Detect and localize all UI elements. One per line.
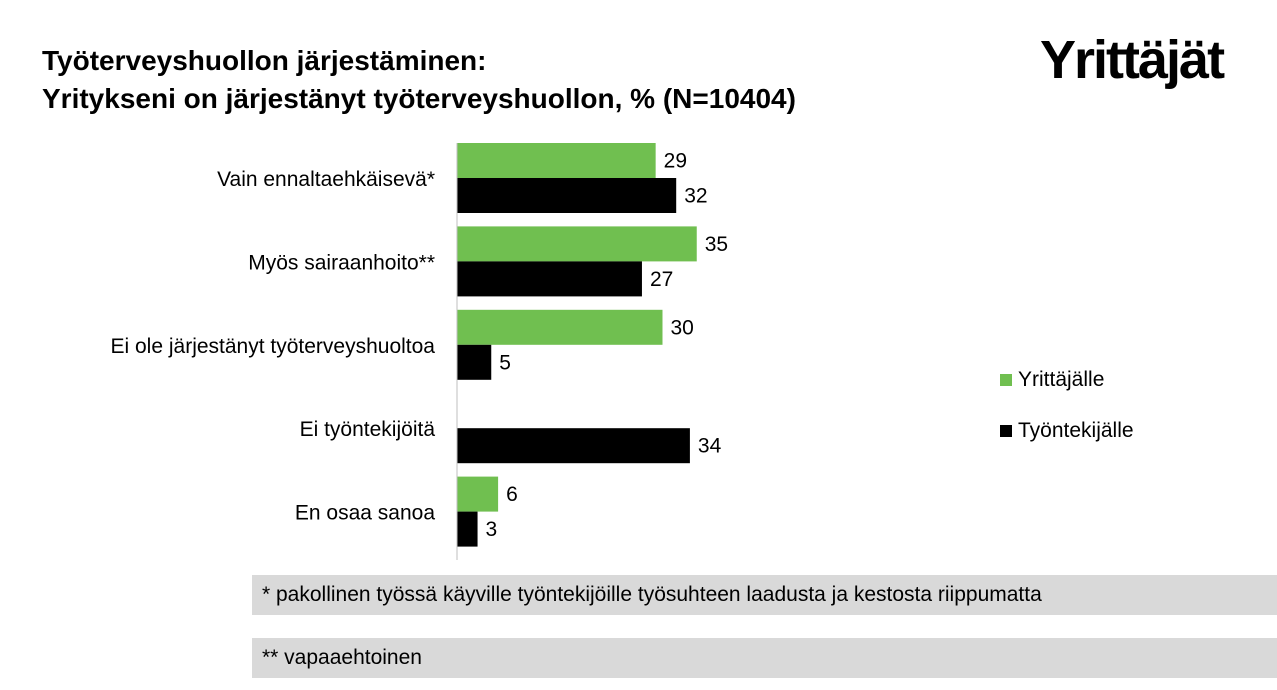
chart-title-line2: Yritykseni on järjestänyt työterveyshuol… <box>42 83 796 114</box>
bar-yrittajalle <box>457 143 656 178</box>
legend-item-yrittajalle: Yrittäjälle <box>1000 365 1134 395</box>
footnote-1: * pakollinen työssä käyville työntekijöi… <box>252 575 1277 615</box>
bar-yrittajalle <box>457 309 663 345</box>
legend-item-tyontekijalle: Työntekijälle <box>1000 416 1134 446</box>
data-label: 6 <box>506 483 518 506</box>
footnote-2: ** vapaaehtoinen <box>252 638 1277 678</box>
yrittajat-logo: Yrittäjät <box>1040 30 1225 90</box>
data-label: 32 <box>684 185 707 208</box>
bar-tyontekijalle <box>457 511 478 547</box>
legend-swatch-tyontekijalle <box>1000 425 1012 437</box>
data-label: 5 <box>499 351 511 374</box>
bar-tyontekijalle <box>457 428 690 464</box>
chart-legend: Yrittäjälle Työntekijälle <box>1000 365 1134 467</box>
category-label: Vain ennaltaehkäisevä* <box>217 168 435 191</box>
data-label: 3 <box>486 518 498 541</box>
bar-tyontekijalle <box>457 261 642 297</box>
bar-yrittajalle <box>457 226 697 262</box>
legend-swatch-yrittajalle <box>1000 374 1012 386</box>
category-label: Ei ole järjestänyt työterveyshuoltoa <box>110 335 435 358</box>
data-label: 34 <box>698 435 722 458</box>
legend-label-tyontekijalle: Työntekijälle <box>1018 419 1134 442</box>
bar-tyontekijalle <box>457 344 492 380</box>
data-label: 35 <box>705 233 728 256</box>
chart-title-line1: Työterveyshuollon järjestäminen: <box>42 45 487 76</box>
data-label: 29 <box>664 150 687 173</box>
category-label: Myös sairaanhoito** <box>248 251 435 274</box>
legend-label-yrittajalle: Yrittäjälle <box>1018 368 1105 391</box>
category-label: En osaa sanoa <box>295 502 435 525</box>
chart-title: Työterveyshuollon järjestäminen: Yrityks… <box>42 42 796 118</box>
data-label: 30 <box>671 316 694 339</box>
category-label: Ei työntekijöitä <box>300 418 436 441</box>
data-label: 27 <box>650 268 673 291</box>
bar-yrittajalle <box>457 476 499 512</box>
bar-tyontekijalle <box>457 178 677 213</box>
